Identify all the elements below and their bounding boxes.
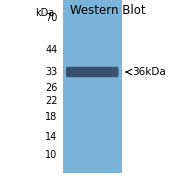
- Text: 33: 33: [45, 67, 58, 77]
- Text: 26: 26: [45, 83, 58, 93]
- Text: 14: 14: [45, 132, 58, 142]
- FancyBboxPatch shape: [66, 67, 118, 77]
- Text: 44: 44: [45, 45, 58, 55]
- Text: 22: 22: [45, 96, 58, 106]
- Text: 70: 70: [45, 13, 58, 23]
- Text: kDa: kDa: [35, 8, 54, 18]
- Text: 18: 18: [45, 112, 58, 122]
- Bar: [63, 0, 122, 173]
- Text: 36kDa: 36kDa: [132, 67, 166, 77]
- Text: Western Blot: Western Blot: [70, 4, 146, 17]
- Text: 10: 10: [45, 150, 58, 160]
